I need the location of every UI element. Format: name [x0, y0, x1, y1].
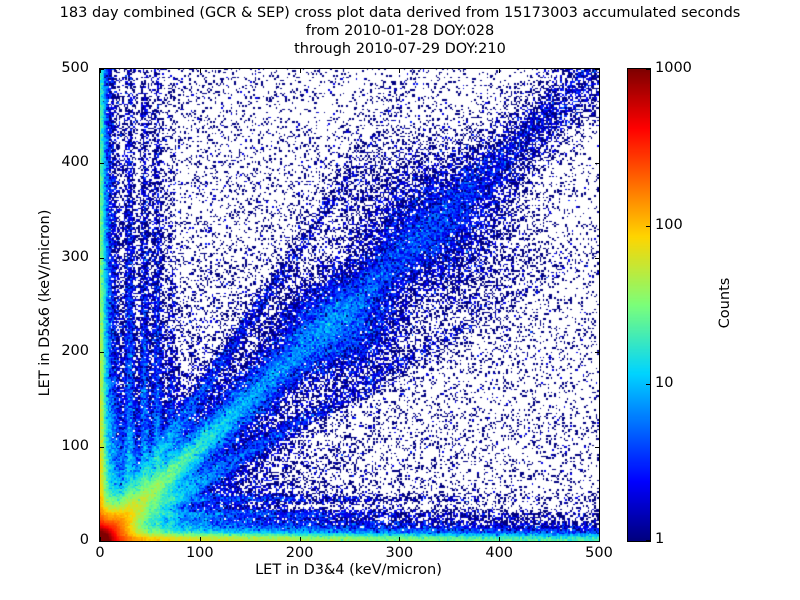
x-tick-mark-top [299, 69, 301, 73]
x-tick-label: 200 [285, 545, 314, 561]
y-tick-mark [100, 352, 104, 354]
title-line-3: through 2010-07-29 DOY:210 [294, 41, 506, 57]
y-tick-mark-right [595, 541, 599, 542]
x-axis-title: LET in D3&4 (keV/micron) [255, 562, 442, 578]
x-tick-label: 300 [385, 545, 414, 561]
y-tick-mark [100, 257, 104, 259]
density-scatter-plot [100, 69, 599, 541]
colorbar-tick-label: 1 [655, 531, 665, 547]
x-tick-mark-top [599, 69, 600, 73]
colorbar-gradient [628, 69, 650, 541]
y-tick-label: 300 [61, 248, 89, 265]
x-tick-mark-top [199, 69, 201, 73]
x-tick-label: 0 [95, 545, 105, 561]
x-tick-mark-top [499, 69, 501, 73]
y-tick-mark [100, 446, 104, 448]
colorbar [627, 68, 651, 542]
y-tick-mark [100, 163, 104, 165]
y-tick-label: 0 [79, 532, 89, 548]
x-tick-label: 100 [185, 545, 214, 561]
y-tick-label: 500 [61, 60, 89, 76]
x-tick-mark [100, 537, 101, 541]
colorbar-tick-mark [646, 540, 650, 541]
colorbar-title: Counts [717, 277, 733, 329]
y-tick-mark-right [595, 352, 599, 354]
x-tick-label: 500 [585, 545, 613, 561]
colorbar-tick-label: 10 [655, 374, 674, 391]
x-tick-mark [399, 537, 401, 541]
x-tick-mark [199, 537, 201, 541]
x-tick-mark [299, 537, 301, 541]
y-tick-mark [100, 541, 104, 542]
figure-title: 183 day combined (GCR & SEP) cross plot … [0, 4, 800, 58]
x-tick-mark [599, 537, 600, 541]
colorbar-tick-mark [646, 69, 650, 70]
y-tick-mark-right [595, 446, 599, 448]
y-tick-label: 200 [61, 343, 89, 360]
y-tick-label: 400 [61, 154, 89, 171]
y-tick-mark-right [595, 69, 599, 70]
colorbar-tick-mark [646, 226, 650, 228]
title-line-1: 183 day combined (GCR & SEP) cross plot … [59, 5, 741, 21]
plot-axes-frame [99, 68, 600, 542]
y-tick-mark-right [595, 163, 599, 165]
y-tick-mark [100, 69, 104, 70]
y-tick-label: 100 [61, 437, 89, 454]
colorbar-tick-label: 1000 [655, 60, 692, 76]
x-tick-mark-top [399, 69, 401, 73]
x-tick-mark [499, 537, 501, 541]
x-tick-mark-top [100, 69, 101, 73]
colorbar-tick-mark [646, 383, 650, 385]
y-tick-mark-right [595, 257, 599, 259]
x-tick-label: 400 [485, 545, 514, 561]
colorbar-tick-label: 100 [655, 217, 683, 234]
title-line-2: from 2010-01-28 DOY:028 [305, 23, 495, 39]
y-axis-title: LET in D5&6 (keV/micron) [37, 209, 53, 397]
